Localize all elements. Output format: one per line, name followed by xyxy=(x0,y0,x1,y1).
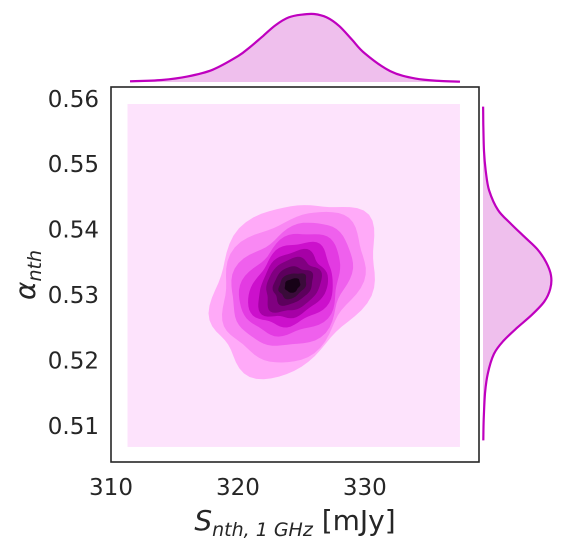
y-tick-label: 0.55 xyxy=(48,152,99,178)
x-axis-ticks: 310 320 330 xyxy=(89,475,387,501)
joint-kde-panel xyxy=(127,104,460,447)
marginal-y-kde xyxy=(482,106,553,441)
y-axis-label: αnth xyxy=(9,250,46,300)
x-tick-label: 310 xyxy=(89,475,133,501)
marginal-y-line xyxy=(482,106,553,441)
y-tick-label: 0.52 xyxy=(48,349,99,375)
x-tick-label: 320 xyxy=(216,475,260,501)
y-tick-label: 0.51 xyxy=(48,414,99,440)
marginal-x-fill xyxy=(130,13,460,82)
y-axis-ticks: 0.51 0.52 0.53 0.54 0.55 0.56 xyxy=(48,87,99,440)
y-tick-label: 0.56 xyxy=(48,87,99,113)
marginal-y-fill xyxy=(483,106,552,441)
kde-contour-levels xyxy=(208,205,375,380)
plot-frame xyxy=(110,86,480,463)
kde-level-10 xyxy=(284,278,301,293)
marginal-x-line xyxy=(129,12,461,83)
x-axis-label: Snth, 1 GHz [mJy] xyxy=(194,504,395,541)
y-tick-label: 0.53 xyxy=(48,283,99,309)
y-tick-label: 0.54 xyxy=(48,218,99,244)
marginal-x-kde xyxy=(129,12,461,83)
x-tick-label: 330 xyxy=(343,475,387,501)
